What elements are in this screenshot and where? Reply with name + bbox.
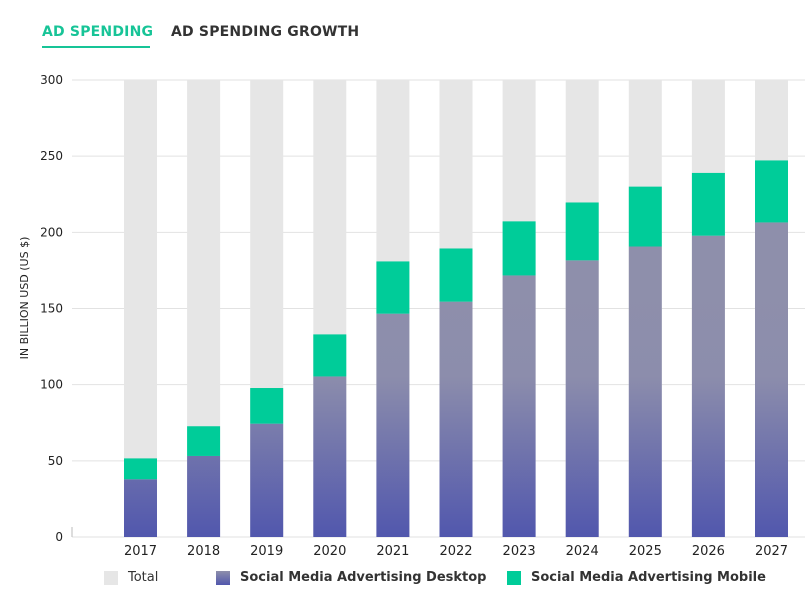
legend-label: Social Media Advertising Desktop [240,570,487,585]
bar-desktop [250,423,284,537]
legend-item-mobile[interactable]: Social Media Advertising Mobile [507,570,766,585]
tab-ad-spending[interactable]: AD SPENDING [42,24,154,40]
x-tick-label: 2022 [439,544,472,559]
bar-mobile [502,221,536,276]
x-tick-label: 2020 [313,544,346,559]
x-tick-label: 2025 [629,544,662,559]
tab-ad-spending-growth[interactable]: AD SPENDING GROWTH [171,24,360,40]
y-tick-label: 50 [48,454,63,468]
bar-desktop [124,479,157,537]
y-tick-label: 150 [40,302,63,316]
bar-mobile [250,388,284,424]
bar-mobile [439,248,473,302]
x-tick-label: 2026 [692,544,725,559]
bar-desktop [565,260,599,537]
x-tick-label: 2018 [187,544,220,559]
legend-item-total[interactable]: Total [104,570,158,585]
y-tick-label: 0 [55,530,63,544]
bar-desktop [376,313,410,537]
bar-desktop [691,235,725,537]
legend-item-desktop[interactable]: Social Media Advertising Desktop [216,570,487,585]
bar-mobile [691,172,725,236]
legend-label: Social Media Advertising Mobile [531,570,766,585]
bar-mobile [124,458,157,480]
x-tick-label: 2017 [124,544,157,559]
active-tab-underline [42,46,150,48]
bar-mobile [628,186,662,247]
bar-desktop [628,246,662,537]
x-tick-label: 2021 [376,544,409,559]
legend-swatch-desktop [216,570,230,585]
legend-swatch-total [104,570,118,585]
bar-mobile [565,202,599,261]
bar-desktop [439,301,473,537]
bar-desktop [187,455,221,537]
bar-mobile [755,160,788,223]
y-tick-label: 300 [40,73,63,87]
bar-desktop [313,376,347,537]
x-tick-label: 2019 [250,544,283,559]
legend-swatch-mobile [507,570,521,585]
x-tick-label: 2023 [503,544,536,559]
y-tick-label: 250 [40,149,63,163]
y-tick-label: 200 [40,225,63,239]
bar-mobile [376,261,410,314]
x-tick-label: 2027 [755,544,788,559]
bar-desktop [502,275,536,537]
x-tick-label: 2024 [566,544,599,559]
y-axis-label: IN BILLION USD (US $) [18,237,31,360]
bar-desktop [755,222,788,537]
bar-mobile [187,426,221,456]
legend-label: Total [128,570,159,585]
y-tick-label: 100 [40,378,63,392]
bar-mobile [313,334,347,377]
